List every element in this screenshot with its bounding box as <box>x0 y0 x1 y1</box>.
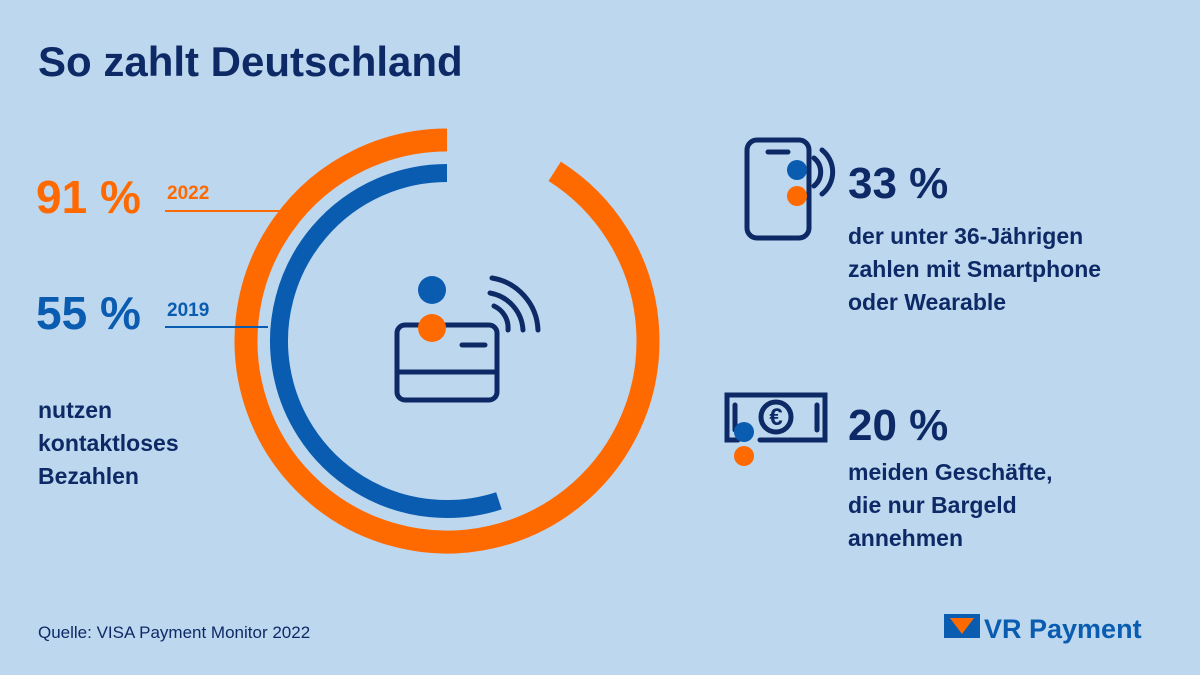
icon-dot <box>734 446 754 466</box>
icon-dot <box>418 314 446 342</box>
fact-headline: 20 % <box>848 401 948 450</box>
icon-dot <box>787 160 807 180</box>
euro-sign: € <box>769 404 782 431</box>
brand: VR Payment <box>984 614 1142 644</box>
fact-headline: 33 % <box>848 159 948 208</box>
caption: Bezahlen <box>38 463 139 489</box>
value-label: 55 % <box>36 287 141 339</box>
fact-text: die nur Bargeld <box>848 492 1017 518</box>
icon-dot <box>734 422 754 442</box>
fact-text: zahlen mit Smartphone <box>848 256 1101 282</box>
series-name: 2022 <box>167 183 209 204</box>
fact-text: meiden Geschäfte, <box>848 459 1053 485</box>
phone-icon <box>744 137 836 241</box>
money-icon <box>724 392 828 443</box>
ring-arc <box>270 164 502 518</box>
title: So zahlt Deutschland <box>38 38 463 85</box>
caption: kontaktloses <box>38 430 179 456</box>
fact-text: annehmen <box>848 525 963 551</box>
caption: nutzen <box>38 397 112 423</box>
series-name: 2019 <box>167 300 209 321</box>
value-label: 91 % <box>36 171 141 223</box>
brand-logo <box>944 614 980 638</box>
source: Quelle: VISA Payment Monitor 2022 <box>38 623 310 642</box>
fact-text: oder Wearable <box>848 289 1006 315</box>
ring-arc <box>234 128 660 554</box>
icon-dot <box>787 186 807 206</box>
icon-dot <box>418 276 446 304</box>
card-icon <box>394 275 541 403</box>
fact-text: der unter 36-Jährigen <box>848 223 1083 249</box>
